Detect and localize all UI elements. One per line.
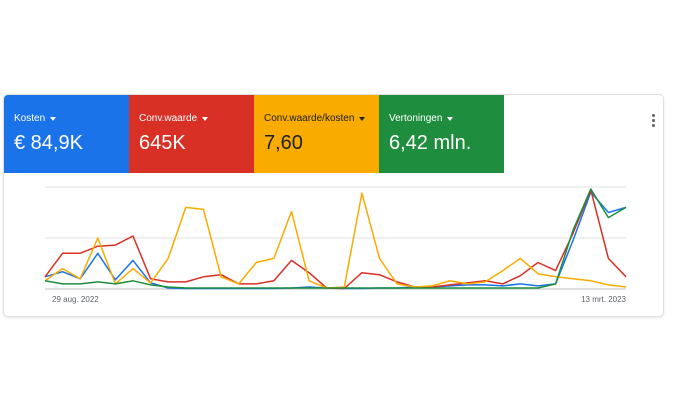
metric-tile-conv-waarde-kosten[interactable]: Conv.waarde/kosten 7,60 [254,95,379,173]
caret-down-icon [447,116,454,121]
metric-tiles: Kosten € 84,9K Conv.waarde 645K Conv.waa… [4,95,504,173]
metric-dropdown[interactable]: Conv.waarde [139,113,254,124]
series-line-conv_waarde_kosten [44,192,627,289]
metric-tile-kosten[interactable]: Kosten € 84,9K [4,95,129,173]
metric-label: Conv.waarde/kosten [264,113,355,124]
metric-dropdown[interactable]: Conv.waarde/kosten [264,113,379,124]
metric-dropdown[interactable]: Kosten [14,113,129,124]
metric-tile-vertoningen[interactable]: Vertoningen 6,42 mln. [379,95,504,173]
performance-card: Kosten € 84,9K Conv.waarde 645K Conv.waa… [4,95,663,316]
metric-label: Kosten [14,113,46,124]
x-axis-end-label: 13 mrt. 2023 [581,295,626,304]
caret-down-icon [50,116,57,121]
chart-series [44,188,627,290]
metric-tile-conv-waarde[interactable]: Conv.waarde 645K [129,95,254,173]
caret-down-icon [202,116,209,121]
metric-value: 7,60 [264,132,303,154]
more-vert-icon[interactable] [644,109,662,131]
series-line-vertoningen [44,188,627,289]
metric-value: 6,42 mln. [389,132,472,154]
metric-dropdown[interactable]: Vertoningen [389,113,504,124]
metric-value: 645K [139,132,186,154]
caret-down-icon [359,116,366,121]
x-axis-start-label: 29 aug. 2022 [52,295,99,304]
metric-label: Vertoningen [389,113,443,124]
metric-value: € 84,9K [14,132,83,154]
metric-label: Conv.waarde [139,113,198,124]
line-chart: 29 aug. 2022 13 mrt. 2023 [44,186,627,304]
